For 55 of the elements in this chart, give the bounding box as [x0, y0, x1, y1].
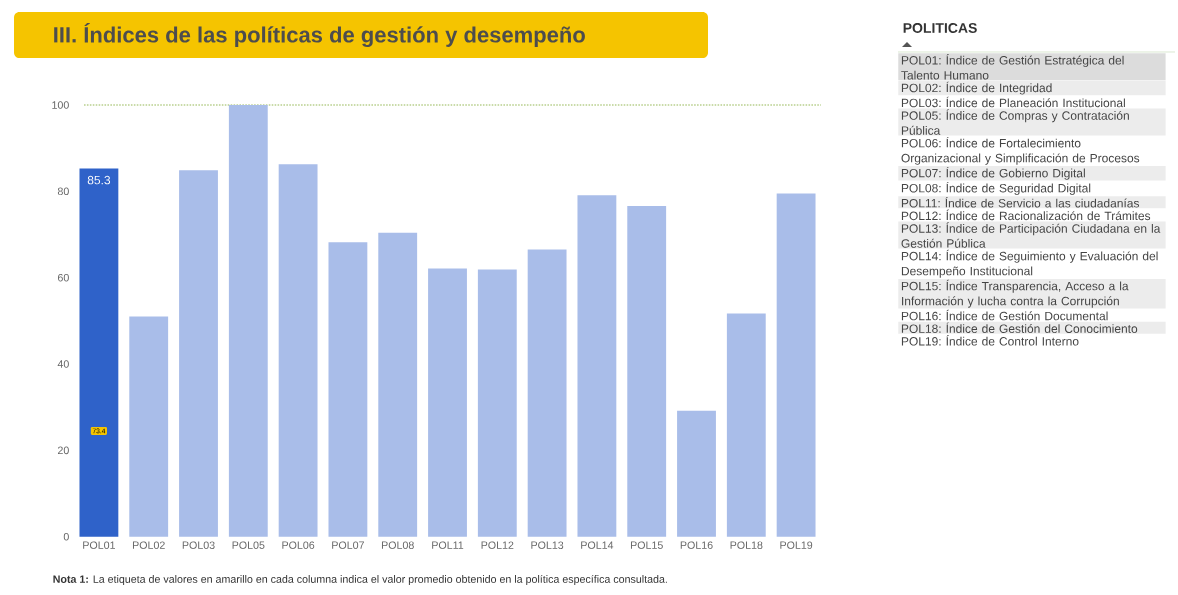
text: POL13: Índice de Participación Ciudadana en la Gestión Pública [901, 222, 1161, 248]
text: Nota 1: La etiqueta de valores en amarillo en cada columna indica el valor promedio obtenido en la política específica consultada. [53, 574, 667, 586]
x-tick-label: POL02 [132, 541, 165, 549]
text: POLITICAS [903, 23, 977, 33]
bar [726, 313, 766, 537]
bar [527, 249, 567, 537]
x-tick-label: POL11 [432, 541, 464, 549]
text: POL02: Índice de Integridad [901, 81, 1052, 95]
x-tick-label: POL13 [531, 541, 564, 549]
text: POL08: Índice de Seguridad Digital [901, 181, 1091, 195]
x-tick-label: POL12 [481, 541, 514, 549]
x-tick-label: POL01 [83, 541, 115, 549]
bar [278, 164, 318, 537]
text: POL19: Índice de Control Interno [901, 335, 1079, 346]
x-tick-label: POL06 [282, 541, 315, 549]
x-tick-label: POL15 [630, 541, 663, 549]
y-tick-label: 100 [52, 101, 69, 109]
bar [677, 410, 716, 537]
bar [129, 316, 169, 537]
text: POL16: Índice de Gestión Documental [901, 309, 1108, 321]
bar [179, 170, 218, 537]
data-label: 85.3 [87, 175, 111, 185]
text: POL14: Índice de Seguimiento y Evaluación del Desempeño Institucional [901, 249, 1158, 278]
text: POL05: Índice de Compras y Contratación Pública [901, 109, 1129, 135]
text: POL11: Índice de Servicio a las ciudadanías [901, 196, 1140, 208]
bar [328, 242, 368, 537]
bar [428, 268, 467, 537]
text: POL01: Índice de Gestión Estratégica del Talento Humano [901, 54, 1124, 80]
bar [79, 168, 119, 537]
chart-title: III. Índices de las políticas de gestión y desempeño [54, 22, 585, 48]
bar [228, 105, 268, 537]
bar [577, 195, 617, 537]
bar [378, 232, 418, 537]
y-tick-label: 60 [57, 273, 69, 282]
x-tick-label: POL16 [680, 541, 713, 549]
text: POL12: Índice de Racionalización de Trámites [901, 209, 1151, 221]
y-tick-label: 0 [63, 532, 69, 541]
x-tick-label: POL18 [730, 541, 763, 549]
y-tick-label: 40 [57, 360, 69, 368]
bar [776, 193, 816, 537]
x-tick-label: POL19 [780, 541, 813, 549]
y-tick-label: 20 [57, 446, 69, 455]
text: POL07: Índice de Gobierno Digital [901, 166, 1085, 180]
bar [627, 206, 667, 537]
text: POL15: Índice Transparencia, Acceso a la Información y lucha contra la Corrupción [901, 279, 1129, 308]
text: POL18: Índice de Gestión del Conocimiento [901, 322, 1138, 333]
x-tick-label: POL14 [581, 541, 614, 549]
bar [477, 269, 517, 537]
x-tick-label: POL07 [332, 541, 364, 549]
text: POL03: Índice de Planeación Institucional [901, 96, 1125, 108]
text: POL06: Índice de Fortalecimiento Organizacional y Simplificación de Procesos [901, 136, 1140, 165]
x-tick-label: POL03 [182, 541, 215, 549]
x-tick-label: POL08 [381, 541, 414, 549]
x-tick-label: POL05 [232, 541, 265, 549]
y-tick-label: 80 [57, 187, 69, 196]
